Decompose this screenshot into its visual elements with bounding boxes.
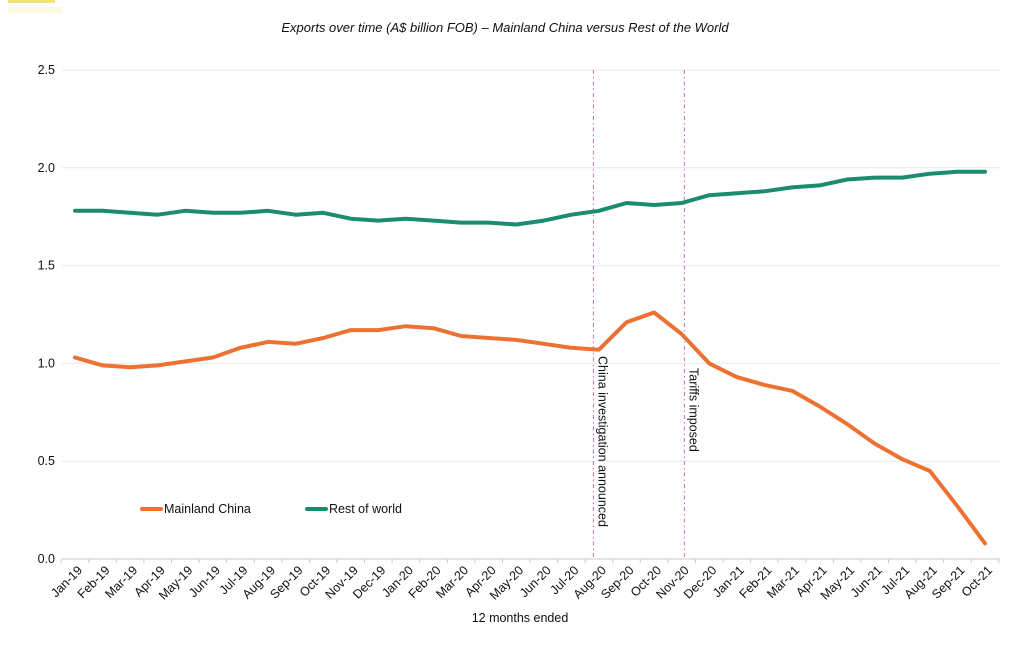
chart-title: Exports over time (A$ billion FOB) – Mai… (281, 20, 729, 35)
y-tick-label: 0.0 (38, 552, 55, 566)
legend-label-mainland-china: Mainland China (164, 502, 251, 516)
legend-item-rest-of-world: Rest of world (305, 501, 402, 517)
series-line-rest-of-world (73, 169, 987, 227)
yellow-highlight-strip-faint (8, 7, 62, 13)
annotation-label: Tariffs imposed (686, 368, 700, 452)
legend-item-mainland-china: Mainland China (140, 501, 251, 517)
x-tick-label: Jun-20 (517, 563, 554, 600)
x-axis-title: 12 months ended (471, 611, 569, 625)
legend-swatch-rest-of-world (305, 507, 328, 511)
x-tick-label: Oct-21 (959, 563, 995, 599)
legend-label-rest-of-world: Rest of world (329, 502, 402, 516)
y-tick-label: 1.0 (38, 356, 55, 370)
y-tick-label: 0.5 (38, 454, 55, 468)
y-tick-label: 1.5 (38, 259, 55, 273)
x-tick-label: Jun-21 (848, 563, 885, 600)
y-tick-label: 2.5 (38, 63, 55, 77)
legend-swatch-mainland-china (140, 507, 163, 511)
annotation-label: China investigation announced (595, 356, 609, 527)
series-line-mainland-china (73, 310, 987, 546)
y-tick-label: 2.0 (38, 161, 55, 175)
yellow-highlight-strip (8, 0, 55, 3)
x-tick-label: Jun-19 (186, 563, 223, 600)
